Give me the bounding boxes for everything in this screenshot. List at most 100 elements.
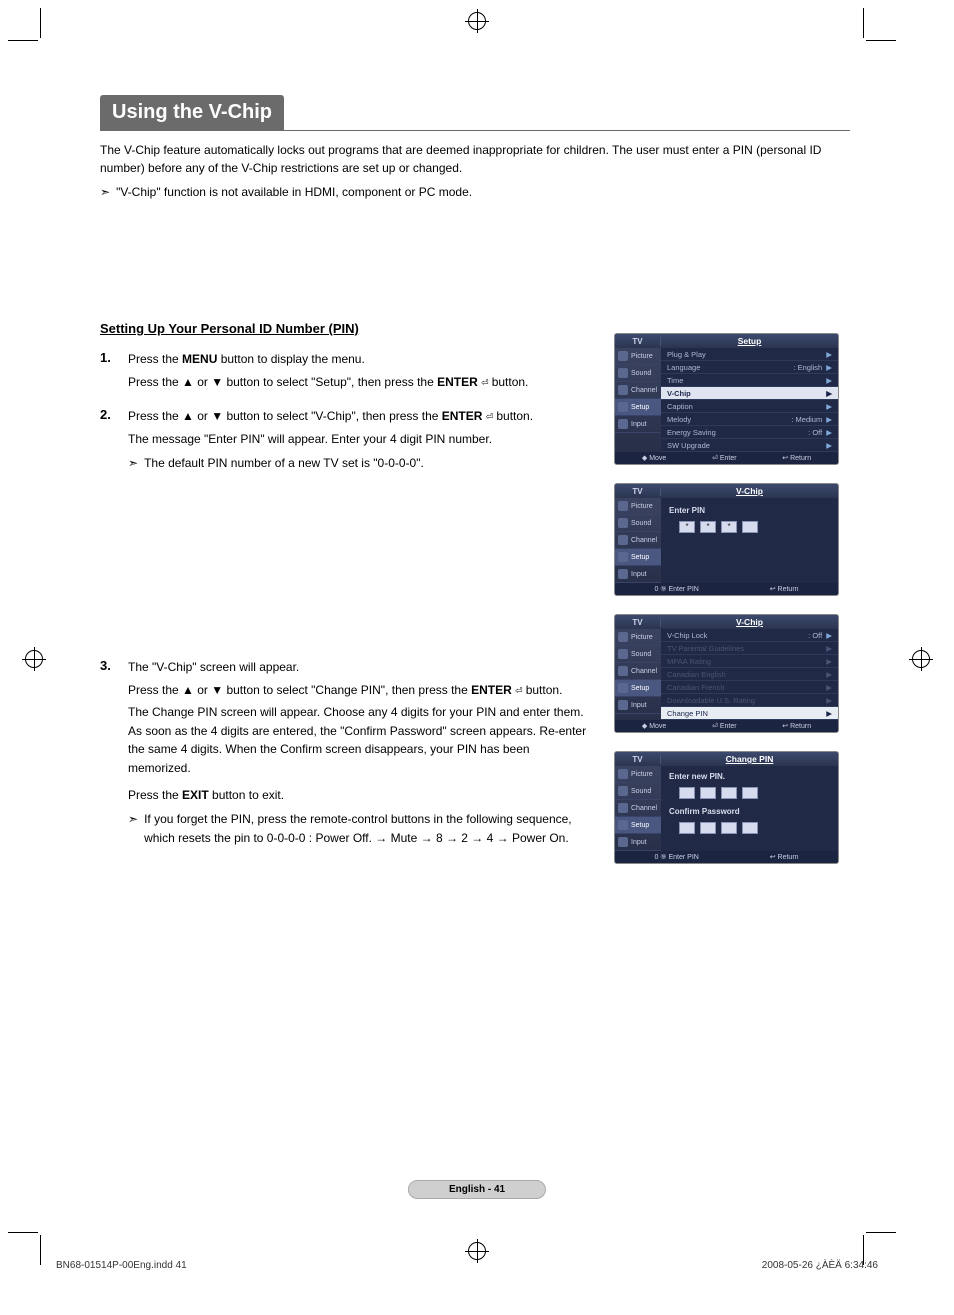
osd-footer: ◆ Move ⏎ Enter ↩ Return [615,720,838,732]
osd-sidebar-label: Sound [631,520,651,527]
osd-sidebar-icon [618,385,628,395]
osd-sidebar-item: Picture [615,766,661,783]
osd-sidebar-icon [618,402,628,412]
osd-sidebar-label: Setup [631,404,649,411]
pin-box [700,787,716,799]
chevron-right-icon: ▶ [826,696,832,705]
pin-box [679,822,695,834]
osd-footer-item: ↩ Return [770,853,799,861]
osd-sidebar-label: Input [631,421,647,428]
osd-menu-label: Melody [667,415,691,424]
osd-footer-item: ⏎ Enter [712,722,737,730]
crop-mark [863,8,864,38]
osd-sidebar-label: Channel [631,805,657,812]
osd-menu-value: : English [793,363,822,372]
osd-sidebar-item: Sound [615,646,661,663]
osd-sidebar-icon [618,501,628,511]
osd-footer-item: ↩ Return [782,722,811,730]
osd-menu-label: MPAA Rating [667,657,711,666]
osd-sidebar-item: Sound [615,515,661,532]
osd-menu-row: V-Chip Lock: Off▶ [661,629,838,642]
osd-menu-row: SW Upgrade▶ [661,439,838,452]
osd-menu-value: : Off [808,631,822,640]
osd-tv-label: TV [615,755,661,764]
osd-menu-row: V-Chip▶ [661,387,838,400]
osd-sidebar-icon [618,700,628,710]
registration-mark-bottom [468,1242,486,1260]
chevron-right-icon: ▶ [826,363,832,372]
pin-box [700,521,716,533]
osd-main: Enter new PIN. Confirm Password [661,766,838,851]
osd-menu-row: Canadian French▶ [661,681,838,694]
chevron-right-icon: ▶ [826,670,832,679]
osd-menu-label: Canadian English [667,670,726,679]
osd-sidebar-icon [618,552,628,562]
title-underline [100,130,850,131]
osd-footer-item: ◆ Move [642,722,666,730]
page-title: Using the V-Chip [100,95,284,130]
osd-main: V-Chip Lock: Off▶TV Parental Guidelines▶… [661,629,838,720]
pin-boxes [679,521,830,533]
pin-box [721,521,737,533]
osd-sidebar-item: Input [615,834,661,851]
osd-sidebar-item: Picture [615,348,661,365]
osd-column: TV Setup PictureSoundChannelSetupInput P… [614,333,839,882]
osd-sidebar-item: Input [615,416,661,433]
osd-sidebar-icon [618,769,628,779]
osd-sidebar-label: Sound [631,788,651,795]
osd-sidebar-item: Channel [615,800,661,817]
osd-change-pin: TV Change PIN Picture Sound Channel SetupIn… [614,751,839,864]
osd-sidebar-item: Sound [615,365,661,382]
crop-mark [866,40,896,41]
chevron-right-icon: ▶ [826,657,832,666]
chevron-right-icon: ▶ [826,709,832,718]
osd-sidebar-label: Setup [631,554,649,561]
osd-sidebar-label: Picture [631,634,653,641]
osd-menu-label: Time [667,376,683,385]
osd-sidebar-icon [618,419,628,429]
osd-footer-item: ↩ Return [770,585,799,593]
osd-sidebar-item: Setup [615,817,661,834]
chevron-right-icon: ▶ [826,428,832,437]
osd-sidebar-item: Channel [615,663,661,680]
osd-title: V-Chip [661,617,838,627]
osd-menu-label: Change PIN [667,709,708,718]
pin-box [679,787,695,799]
step-3-line-1: The "V-Chip" screen will appear. [128,658,588,677]
osd-title: V-Chip [661,486,838,496]
osd-menu-label: SW Upgrade [667,441,710,450]
osd-title: Setup [661,336,838,346]
osd-menu-label: V-Chip [667,389,691,398]
osd-tv-label: TV [615,618,661,627]
note-mark-icon: ➣ [128,810,138,847]
osd-sidebar-icon [618,569,628,579]
osd-menu-value: : Medium [791,415,822,424]
osd-sidebar-icon [618,649,628,659]
step-3-line-4: Press the EXIT button to exit. [128,786,588,805]
pin-box [742,787,758,799]
osd-sidebar-label: Picture [631,503,653,510]
crop-mark [8,1232,38,1233]
note-mark-icon: ➣ [100,183,110,201]
chevron-right-icon: ▶ [826,631,832,640]
osd-sidebar-item: Setup [615,680,661,697]
osd-sidebar-label: Sound [631,651,651,658]
osd-menu-label: TV Parental Guidelines [667,644,744,653]
registration-mark-right [912,650,930,668]
osd-sidebar-label: Input [631,702,647,709]
crop-mark [866,1232,896,1233]
intro-text: The V-Chip feature automatically locks o… [100,141,850,177]
step-number: 1. [100,350,118,395]
osd-title: Change PIN [661,754,838,764]
osd-sidebar-label: Sound [631,370,651,377]
pin-boxes [679,787,830,799]
pin-box [742,822,758,834]
osd-sidebar-label: Setup [631,685,649,692]
step-3-note: ➣ If you forget the PIN, press the remot… [128,810,588,847]
osd-sidebar-item: Setup [615,399,661,416]
osd-vchip-menu: TV V-Chip PictureSoundChannelSetupInput … [614,614,839,733]
osd-sidebar-label: Picture [631,353,653,360]
osd-sidebar-item: Input [615,566,661,583]
registration-mark-top [468,12,486,30]
step-number: 3. [100,658,118,847]
